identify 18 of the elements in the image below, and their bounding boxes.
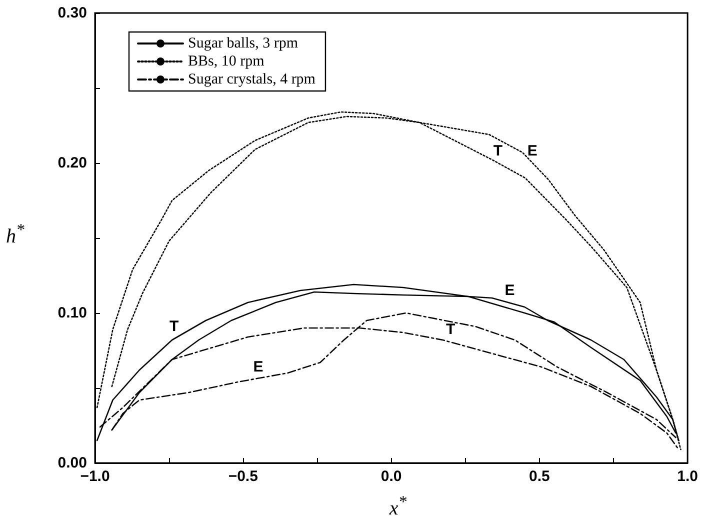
annotation: E: [504, 282, 515, 299]
x-tick-label: 1.0: [677, 468, 698, 485]
annotation: T: [446, 321, 456, 338]
y-tick-label: 0.10: [58, 304, 87, 322]
x-tick-label: 0.0: [380, 468, 402, 485]
annotation: E: [253, 358, 264, 376]
legend-label: Sugar balls, 3 rpm: [188, 36, 298, 52]
x-tick-label: 0.5: [529, 468, 550, 485]
y-tick-label: 0.30: [58, 4, 87, 22]
annotation: E: [527, 142, 538, 160]
annotation: T: [493, 142, 503, 160]
legend-label: BBs, 10 rpm: [188, 54, 265, 70]
x-axis-title: x$^{*}$: [388, 492, 408, 521]
annotation: T: [170, 318, 179, 335]
y-axis-title: h$^{*}$: [6, 220, 24, 249]
x-tick-label: −0.5: [228, 468, 258, 485]
legend-label: Sugar crystals, 4 rpm: [188, 72, 316, 88]
y-tick-label: 0.20: [58, 154, 87, 172]
